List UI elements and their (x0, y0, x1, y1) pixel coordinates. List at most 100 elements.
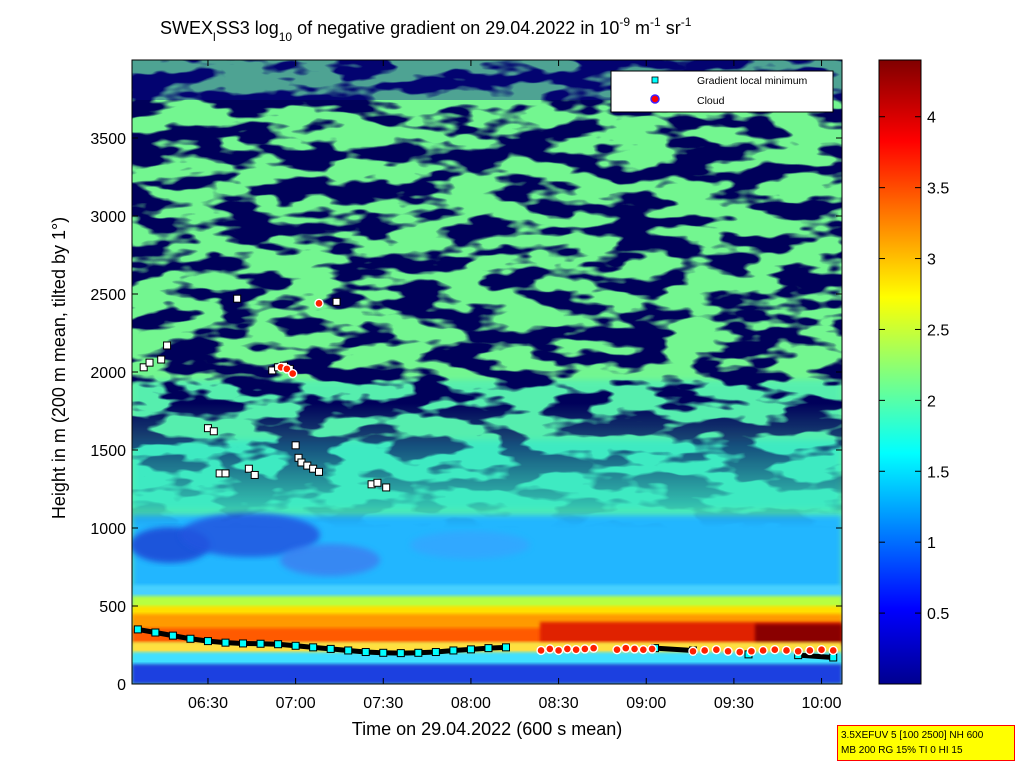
cloud-marker (571, 644, 581, 655)
minimum-marker (168, 631, 177, 640)
markers-layer (133, 294, 838, 662)
colorbar-gradient (879, 60, 921, 684)
cloud-marker (638, 644, 649, 655)
minimum-marker (145, 358, 154, 367)
x-tick-label: 08:30 (539, 695, 579, 712)
legend-label-minimum: Gradient local minimum (697, 75, 808, 87)
colorbar-tick-label: 3.5 (927, 181, 949, 198)
colorbar: 0.5 1 1.5 2 2.5 3 3.5 4 (878, 59, 949, 685)
minimum-marker (309, 643, 318, 652)
minimum-marker (344, 646, 353, 655)
cloud-marker (545, 644, 555, 654)
cloud-marker (629, 644, 640, 654)
legend-marker-minimum (651, 76, 659, 84)
cloud-marker (723, 646, 733, 656)
colorbar-tick-label: 2 (927, 393, 936, 410)
minimum-marker (186, 634, 195, 643)
legend-box (610, 70, 834, 113)
colorbar-tick-label: 2.5 (927, 322, 949, 339)
x-tick-label: 09:00 (626, 695, 666, 712)
cloud-marker (711, 644, 722, 655)
cloud-marker (793, 646, 803, 656)
chart-title: SWEXlSS3 log10 of negative gradient on 2… (160, 15, 692, 44)
info-line-1: 3.5XEFUV 5 [100 2500] NH 600 (841, 730, 984, 741)
cloud-marker (562, 644, 573, 654)
colorbar-tick-label: 0.5 (927, 606, 949, 623)
minimum-marker (326, 644, 335, 653)
colorbar-tick-label: 3 (927, 252, 936, 269)
colorbar-tick-label: 1.5 (927, 464, 949, 481)
cloud-marker (621, 643, 631, 653)
minimum-marker (382, 483, 391, 492)
x-tick-label: 10:00 (802, 695, 842, 712)
minimum-marker (256, 639, 265, 648)
minimum-marker (396, 649, 405, 658)
cloud-marker (828, 645, 838, 656)
minimum-marker (139, 363, 148, 372)
cloud-marker (314, 298, 324, 309)
minimum-marker (250, 470, 259, 479)
minimum-trace-segment (798, 652, 834, 660)
cloud-marker (647, 644, 657, 654)
heatmap (132, 60, 842, 684)
y-tick-label: 3000 (90, 209, 126, 226)
minimum-marker (332, 297, 341, 306)
y-axis-label: Height in m (200 m mean, tilted by 1°) (49, 217, 69, 519)
minimum-marker (274, 640, 283, 649)
legend: Gradient local minimum Cloud (610, 70, 834, 113)
minimum-marker (466, 645, 475, 654)
y-tick-label: 500 (99, 599, 126, 616)
y-tick-label: 2500 (90, 287, 126, 304)
x-tick-label: 07:00 (276, 695, 316, 712)
cloud-marker (688, 646, 698, 656)
cloud-marker (580, 644, 590, 654)
legend-label-cloud: Cloud (697, 95, 725, 107)
minimum-marker (233, 294, 242, 303)
minimum-marker (203, 637, 212, 646)
minimum-marker (151, 628, 160, 637)
cloud-marker (699, 645, 710, 656)
y-tick-label: 1500 (90, 443, 126, 460)
minimum-marker (431, 648, 440, 657)
x-tick-label: 07:30 (363, 695, 403, 712)
y-tick-label: 1000 (90, 521, 126, 538)
x-axis: 06:30 07:00 07:30 08:00 08:30 09:00 09:30 10:00 (188, 60, 842, 712)
info-line-2: MB 200 RG 15% TI 0 HI 15 (841, 745, 963, 756)
legend-marker-cloud (650, 94, 660, 104)
minimum-marker (379, 648, 388, 657)
minimum-marker (244, 464, 253, 473)
cloud-marker (805, 645, 815, 656)
cloud-marker (287, 368, 298, 379)
cloud-marker (770, 644, 780, 655)
y-tick-label: 2000 (90, 365, 126, 382)
cloud-marker (746, 646, 757, 656)
minimum-marker (239, 639, 248, 648)
minimum-marker (291, 641, 300, 650)
colorbar-tick-label: 4 (927, 110, 936, 127)
y-axis: 0 500 1000 1500 2000 2500 3000 3500 (90, 131, 842, 694)
minimum-marker (133, 625, 142, 634)
x-tick-label: 09:30 (714, 695, 754, 712)
minimum-marker (373, 478, 382, 487)
y-tick-label: 3500 (90, 131, 126, 148)
minimum-marker (157, 355, 166, 364)
minimum-marker (221, 638, 230, 647)
cloud-marker (816, 644, 827, 655)
colorbar-tick-label: 1 (927, 535, 936, 552)
minimum-marker (314, 467, 323, 476)
colorbar-frame (878, 59, 922, 685)
cloud-marker (553, 645, 564, 656)
minimum-marker (221, 469, 230, 478)
x-axis-label: Time on 29.04.2022 (600 s mean) (352, 719, 623, 739)
cloud-marker (735, 647, 745, 657)
minimum-marker (449, 646, 458, 655)
cloud-marker (588, 643, 599, 653)
minimum-trace-segment (654, 645, 694, 653)
minimum-marker (414, 648, 423, 657)
cloud-marker (612, 644, 622, 655)
x-tick-label: 06:30 (188, 695, 228, 712)
minimum-marker (361, 648, 370, 657)
minimum-marker (209, 427, 218, 436)
minimum-marker (291, 441, 300, 450)
